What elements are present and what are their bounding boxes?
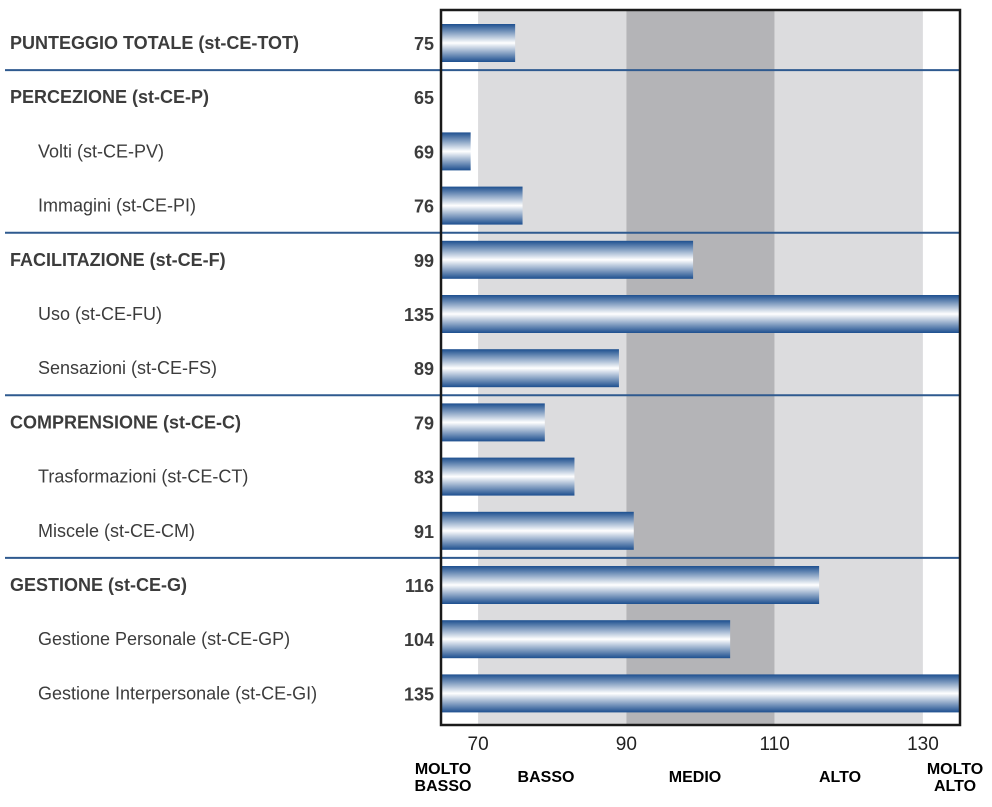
score-label: 104 bbox=[404, 630, 434, 650]
x-tick-label: 130 bbox=[907, 734, 939, 755]
band-label: BASSO bbox=[518, 769, 575, 786]
row-label: PERCEZIONE (st-CE-P) bbox=[10, 87, 209, 107]
score-labels: 75 65 69 76 99 135 89 79 83 91 116 104 135 bbox=[404, 34, 434, 704]
score-label: 89 bbox=[414, 359, 434, 379]
row-label: FACILITAZIONE (st-CE-F) bbox=[10, 250, 226, 270]
row-label: Gestione Personale (st-CE-GP) bbox=[38, 629, 290, 649]
bar bbox=[441, 186, 523, 225]
row-label: Volti (st-CE-PV) bbox=[38, 141, 164, 161]
x-tick-label: 70 bbox=[468, 734, 489, 755]
bar bbox=[441, 457, 575, 496]
score-label: 83 bbox=[414, 468, 434, 488]
row-label: Miscele (st-CE-CM) bbox=[38, 521, 195, 541]
frame-border bbox=[439, 8, 962, 727]
row-label: Immagini (st-CE-PI) bbox=[38, 196, 196, 216]
score-label: 65 bbox=[414, 88, 434, 108]
row-label: Sensazioni (st-CE-FS) bbox=[38, 358, 217, 378]
bar bbox=[441, 511, 634, 550]
band-4 bbox=[922, 10, 960, 725]
x-axis-ticks: 70 90 110 130 bbox=[468, 734, 939, 755]
bar bbox=[441, 240, 694, 279]
bar bbox=[441, 295, 960, 333]
x-tick-label: 110 bbox=[759, 734, 789, 755]
band-label: ALTO bbox=[819, 769, 861, 786]
score-label: 69 bbox=[414, 142, 434, 162]
score-label: 75 bbox=[414, 34, 434, 54]
score-label: 91 bbox=[414, 522, 434, 542]
plot-frame bbox=[439, 8, 962, 727]
bar bbox=[441, 132, 471, 171]
x-tick-label: 90 bbox=[616, 734, 637, 755]
row-label: Uso (st-CE-FU) bbox=[38, 304, 162, 324]
row-label: Trasformazioni (st-CE-CT) bbox=[38, 467, 248, 487]
band-2 bbox=[626, 10, 775, 725]
bar bbox=[441, 403, 545, 442]
band-label: MOLTO ALTO bbox=[927, 761, 983, 795]
group-separators bbox=[5, 69, 960, 559]
band-label: MOLTO BASSO bbox=[415, 761, 472, 795]
bar bbox=[441, 674, 960, 713]
score-label: 116 bbox=[405, 576, 434, 596]
band-label: MEDIO bbox=[669, 769, 721, 786]
row-label: COMPRENSIONE (st-CE-C) bbox=[10, 412, 241, 432]
band-labels: MOLTO BASSO BASSO MEDIO ALTO MOLTO ALTO bbox=[415, 761, 984, 795]
score-label: 135 bbox=[404, 684, 434, 704]
row-labels: PUNTEGGIO TOTALE (st-CE-TOT) PERCEZIONE (… bbox=[10, 33, 317, 703]
bars bbox=[441, 24, 960, 713]
row-label: GESTIONE (st-CE-G) bbox=[10, 575, 187, 595]
bar bbox=[441, 349, 619, 388]
band-3 bbox=[774, 10, 923, 725]
bar bbox=[441, 24, 516, 62]
score-label: 76 bbox=[414, 197, 434, 217]
bar bbox=[441, 566, 820, 604]
score-label: 135 bbox=[404, 305, 434, 325]
bar bbox=[441, 620, 731, 659]
row-label: Gestione Interpersonale (st-CE-GI) bbox=[38, 683, 317, 703]
score-label: 79 bbox=[414, 413, 434, 433]
score-label: 99 bbox=[414, 251, 434, 271]
row-label: PUNTEGGIO TOTALE (st-CE-TOT) bbox=[10, 33, 299, 53]
